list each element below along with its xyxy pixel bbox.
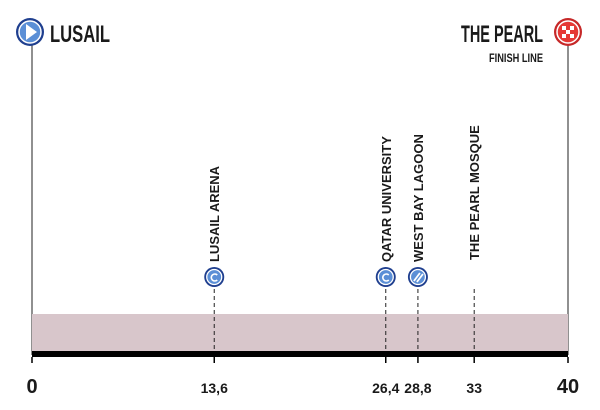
point-icon [204,267,225,287]
point-label: LUSAIL ARENA [207,165,222,262]
point-icon [375,267,396,287]
point-label: WEST BAY LAGOON [411,134,426,262]
icon-glyph [382,273,390,282]
x-tick-label: 33 [466,380,482,396]
start-icon [16,18,44,46]
icon-glyph [413,272,424,283]
point-label: THE PEARL MOSQUE [467,125,482,260]
x-tick-label: 28,8 [404,380,431,396]
baseline [32,351,568,357]
x-tick-label: 26,4 [372,380,399,396]
point-icon [407,267,428,287]
profile-area [32,314,568,352]
icon-inner [206,268,223,286]
finish-label: THE PEARL [461,21,543,48]
x-tick-label: 0 [26,376,37,398]
x-tick-label: 13,6 [201,380,228,396]
finish-note: FINISH LINE [489,51,543,65]
icon-glyph [210,273,218,282]
start-label: LUSAIL [50,21,110,48]
finish-icon [554,18,582,46]
icon-inner [377,268,394,286]
x-tick-label: 40 [557,376,579,398]
point-label: QATAR UNIVERSITY [379,136,394,262]
